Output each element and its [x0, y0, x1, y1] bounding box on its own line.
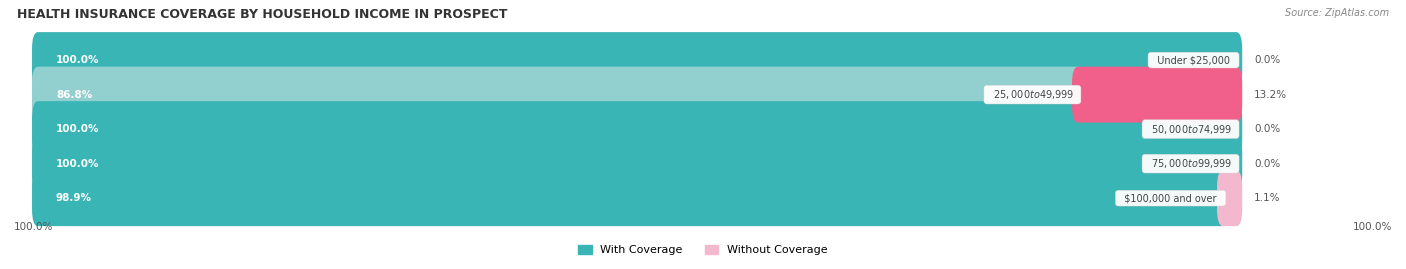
Text: $100,000 and over: $100,000 and over: [1118, 193, 1223, 203]
FancyBboxPatch shape: [32, 32, 1241, 88]
Text: $75,000 to $99,999: $75,000 to $99,999: [1144, 157, 1236, 170]
Text: Under $25,000: Under $25,000: [1152, 55, 1236, 65]
Text: 13.2%: 13.2%: [1254, 90, 1288, 100]
Text: 86.8%: 86.8%: [56, 90, 93, 100]
FancyBboxPatch shape: [32, 101, 1241, 157]
FancyBboxPatch shape: [32, 101, 1241, 157]
Text: Source: ZipAtlas.com: Source: ZipAtlas.com: [1285, 8, 1389, 18]
FancyBboxPatch shape: [32, 32, 1241, 88]
Text: 0.0%: 0.0%: [1254, 159, 1281, 169]
Legend: With Coverage, Without Coverage: With Coverage, Without Coverage: [578, 245, 828, 255]
Text: $50,000 to $74,999: $50,000 to $74,999: [1144, 123, 1236, 136]
Text: 98.9%: 98.9%: [56, 193, 91, 203]
Text: 100.0%: 100.0%: [14, 222, 53, 232]
Text: 100.0%: 100.0%: [56, 55, 100, 65]
FancyBboxPatch shape: [1218, 170, 1241, 226]
FancyBboxPatch shape: [32, 170, 1229, 226]
Text: 100.0%: 100.0%: [56, 159, 100, 169]
FancyBboxPatch shape: [1071, 67, 1241, 123]
Text: $25,000 to $49,999: $25,000 to $49,999: [987, 88, 1078, 101]
FancyBboxPatch shape: [32, 67, 1241, 123]
Text: 0.0%: 0.0%: [1254, 124, 1281, 134]
Text: 1.1%: 1.1%: [1254, 193, 1281, 203]
FancyBboxPatch shape: [32, 170, 1241, 226]
Text: 0.0%: 0.0%: [1254, 55, 1281, 65]
FancyBboxPatch shape: [32, 136, 1241, 192]
Text: 100.0%: 100.0%: [1353, 222, 1392, 232]
Text: HEALTH INSURANCE COVERAGE BY HOUSEHOLD INCOME IN PROSPECT: HEALTH INSURANCE COVERAGE BY HOUSEHOLD I…: [17, 8, 508, 21]
Text: 100.0%: 100.0%: [56, 124, 100, 134]
FancyBboxPatch shape: [32, 136, 1241, 192]
FancyBboxPatch shape: [32, 67, 1084, 123]
